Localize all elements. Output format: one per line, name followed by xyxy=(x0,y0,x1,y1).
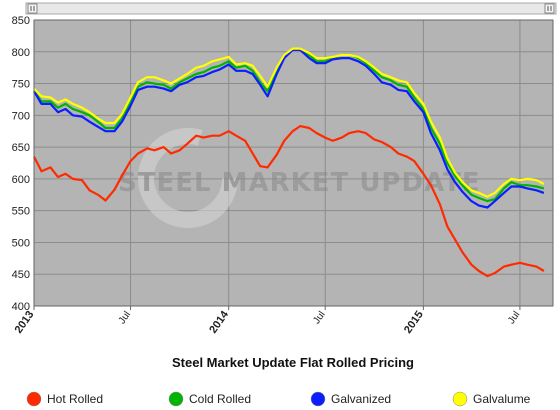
y-tick-label: 400 xyxy=(12,301,30,313)
x-tick-label: Jul xyxy=(506,309,522,326)
legend-marker xyxy=(26,391,42,407)
legend-item-galvanized[interactable]: Galvanized xyxy=(310,391,391,407)
series-line-galvalume xyxy=(33,47,545,198)
y-tick-label: 800 xyxy=(12,47,30,59)
y-tick-label: 450 xyxy=(12,269,30,281)
y-tick-label: 650 xyxy=(12,142,30,154)
y-tick-label: 550 xyxy=(12,206,30,218)
legend-label: Galvalume xyxy=(473,392,531,406)
x-axis: 2013 Jul 2014 Jul 2015 Jul xyxy=(13,306,522,336)
scroll-handle-right[interactable] xyxy=(544,3,555,14)
series-line-galvanized xyxy=(33,48,545,209)
x-tick-label: Jul xyxy=(311,309,327,326)
series-line-hot-rolled xyxy=(33,124,545,278)
scroll-bar[interactable] xyxy=(25,2,557,15)
legend-marker xyxy=(452,391,468,407)
x-tick-label: Jul xyxy=(117,309,133,326)
legend-marker xyxy=(310,391,326,407)
watermark-text: STEEL MARKET UPDATE xyxy=(118,168,481,198)
legend: Hot Rolled Cold Rolled Galvanized Galvalume xyxy=(26,391,531,407)
y-tick-label: 750 xyxy=(12,79,30,91)
x-tick-label: 2014 xyxy=(207,308,231,336)
scroll-track[interactable] xyxy=(25,2,557,15)
plot-area xyxy=(34,20,553,306)
y-tick-label: 500 xyxy=(12,237,30,249)
legend-label: Cold Rolled xyxy=(189,392,251,406)
scroll-handle-left[interactable] xyxy=(27,3,38,14)
legend-label: Hot Rolled xyxy=(47,392,103,406)
y-tick-label: 600 xyxy=(12,174,30,186)
legend-label: Galvanized xyxy=(331,392,391,406)
plot-border xyxy=(33,19,554,307)
watermark: STEEL MARKET UPDATE xyxy=(118,128,481,228)
legend-marker xyxy=(168,391,184,407)
legend-item-cold-rolled[interactable]: Cold Rolled xyxy=(168,391,251,407)
x-tick-label: 2015 xyxy=(402,309,426,336)
chart-title: Steel Market Update Flat Rolled Pricing xyxy=(172,355,414,370)
watermark-logo xyxy=(138,128,238,228)
y-tick-label: 850 xyxy=(12,15,30,27)
y-tick-label: 700 xyxy=(12,110,30,122)
y-axis: 400 450 500 550 600 650 700 750 800 850 xyxy=(12,15,30,313)
legend-item-hot-rolled[interactable]: Hot Rolled xyxy=(26,391,103,407)
legend-item-galvalume[interactable]: Galvalume xyxy=(452,391,531,407)
series-layer xyxy=(33,47,545,278)
